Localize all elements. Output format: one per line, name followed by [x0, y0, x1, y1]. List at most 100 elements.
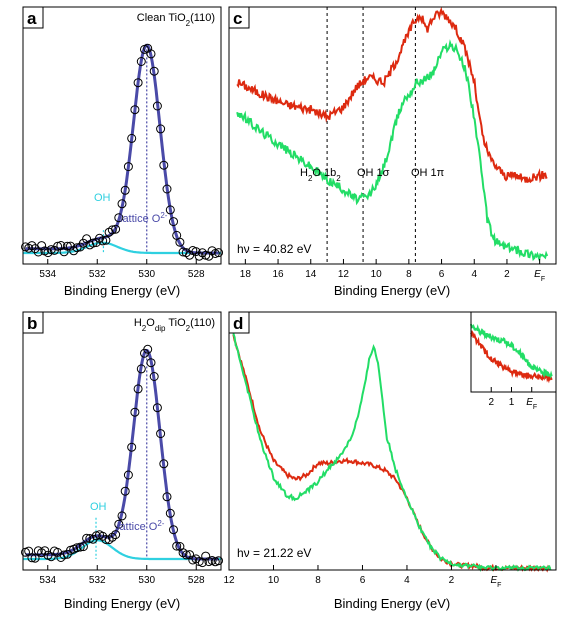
data-point: [27, 241, 37, 251]
panel-b-title-sub3: 2: [186, 324, 191, 333]
panel-b-title-sub2: dip: [155, 324, 166, 333]
data-point: [133, 384, 143, 394]
data-point: [107, 225, 117, 235]
panel-c-plot: [236, 6, 549, 264]
data-point: [201, 551, 211, 561]
oh-component-line: [23, 241, 221, 255]
panel-a-label-box: [22, 6, 44, 29]
panel-c-clean-line: [236, 6, 548, 184]
data-point: [53, 241, 63, 251]
h2o-pre: H: [300, 167, 308, 179]
data-point: [127, 133, 137, 143]
data-point: [88, 238, 98, 248]
data-point: [43, 248, 53, 258]
data-point: [24, 243, 34, 253]
panel-d-inset-clean-line: [470, 330, 553, 384]
panel-c-tick-label: 12: [338, 269, 350, 280]
data-point: [214, 248, 223, 258]
panel-b-label: b: [27, 314, 37, 333]
data-point: [101, 535, 111, 544]
data-point: [37, 241, 47, 251]
data-point: [165, 205, 175, 215]
data-point: [104, 535, 114, 545]
panel-d-inset-plot: [470, 323, 553, 384]
data-point: [162, 492, 172, 502]
data-point: [133, 78, 143, 88]
panel-b-lattice-pre: lattice O: [117, 521, 158, 533]
h2o-post: O 1b: [312, 167, 336, 179]
panel-a-title: Clean TiO2(110): [137, 12, 215, 28]
data-point: [123, 470, 133, 480]
data-point: [181, 550, 191, 560]
panel-d: d hν = 21.22 eV 12 10 8 6 4 2 EF 2 1 EF Binding …: [223, 311, 557, 611]
data-point: [107, 532, 117, 542]
data-point: [169, 217, 178, 227]
panel-c-tick-label: 6: [439, 269, 445, 280]
panel-d-tick-label: 10: [268, 575, 280, 586]
panel-c-tick-label: 8: [406, 269, 412, 280]
data-point: [214, 556, 223, 566]
data-point: [114, 213, 124, 223]
data-point: [172, 541, 182, 551]
data-point: [194, 251, 204, 261]
panel-a-tick-label: 534: [39, 269, 56, 280]
data-point: [146, 358, 156, 368]
panel-c: c H2O 1b2 OH 1σ OH 1π hν = 40.82 eV 18 16…: [228, 6, 557, 298]
panel-b-label-box: [22, 311, 44, 334]
data-point: [123, 162, 133, 172]
data-point: [75, 542, 85, 552]
data-point: [98, 236, 108, 246]
data-point: [27, 553, 37, 563]
panel-d-inset-tick-label: 2: [488, 397, 494, 408]
data-point: [152, 403, 162, 413]
panel-c-tick-label: 16: [272, 269, 284, 280]
panel-d-inset-tick-label: 1: [509, 397, 515, 408]
data-point: [130, 105, 140, 115]
panel-b-tick-label: 534: [39, 575, 56, 586]
panel-c-ref-h2o-label: H2O 1b2: [300, 167, 341, 183]
panel-a-tick-label: 528: [188, 269, 205, 280]
data-point: [204, 251, 214, 261]
panel-c-ref-oh1s-label: OH 1σ: [357, 167, 390, 179]
data-point: [78, 542, 88, 552]
data-point: [30, 553, 40, 563]
data-point: [95, 233, 104, 243]
data-point: [62, 241, 72, 251]
panel-d-x-ticks: 12 10 8 6 4 2 EF: [223, 565, 501, 589]
h2o-sub2: 2: [336, 174, 341, 183]
panel-a-x-label: Binding Energy (eV): [64, 283, 180, 298]
data-point: [114, 519, 124, 529]
panel-b-tick-label: 530: [138, 575, 155, 586]
panel-b-tick-label: 528: [188, 575, 205, 586]
panel-a-tick-label: 530: [138, 269, 155, 280]
panel-a-title-pre: Clean TiO: [137, 12, 186, 24]
data-point: [59, 247, 69, 257]
data-point: [185, 550, 195, 560]
panel-c-tick-label: 2: [504, 269, 510, 280]
data-point: [120, 486, 130, 496]
panel-a: a Clean TiO2(110) OH lattice O2- 534 532 5…: [21, 6, 223, 298]
panel-a-x-ticks: 534 532 530 528: [39, 259, 205, 280]
c-hv-pre: hν =: [237, 242, 263, 256]
panel-d-tick-label: 4: [404, 575, 410, 586]
panel-a-lattice-pre: lattice O: [120, 213, 161, 225]
data-point: [149, 66, 159, 76]
panel-c-tick-label: 18: [240, 269, 252, 280]
data-point: [143, 344, 153, 354]
data-point: [85, 534, 95, 543]
data-point: [72, 543, 82, 553]
panel-d-label-box: [228, 311, 250, 334]
panel-a-oh-label: OH: [94, 192, 111, 204]
data-point: [130, 407, 140, 417]
panel-c-tick-label: 14: [305, 269, 317, 280]
data-point: [207, 246, 217, 256]
panel-d-tick-label: 12: [223, 575, 235, 586]
panel-b-title-post: (110): [190, 317, 215, 329]
panel-c-tick-label: EF: [534, 269, 545, 283]
panel-d-tick-label: 6: [360, 575, 366, 586]
data-point: [152, 101, 162, 111]
data-point: [149, 372, 159, 381]
panel-c-photon-energy: hν = 40.82 eV: [237, 242, 311, 256]
panel-c-x-ticks: 18 16 14 12 10 8 6 4 2 EF: [240, 259, 545, 283]
